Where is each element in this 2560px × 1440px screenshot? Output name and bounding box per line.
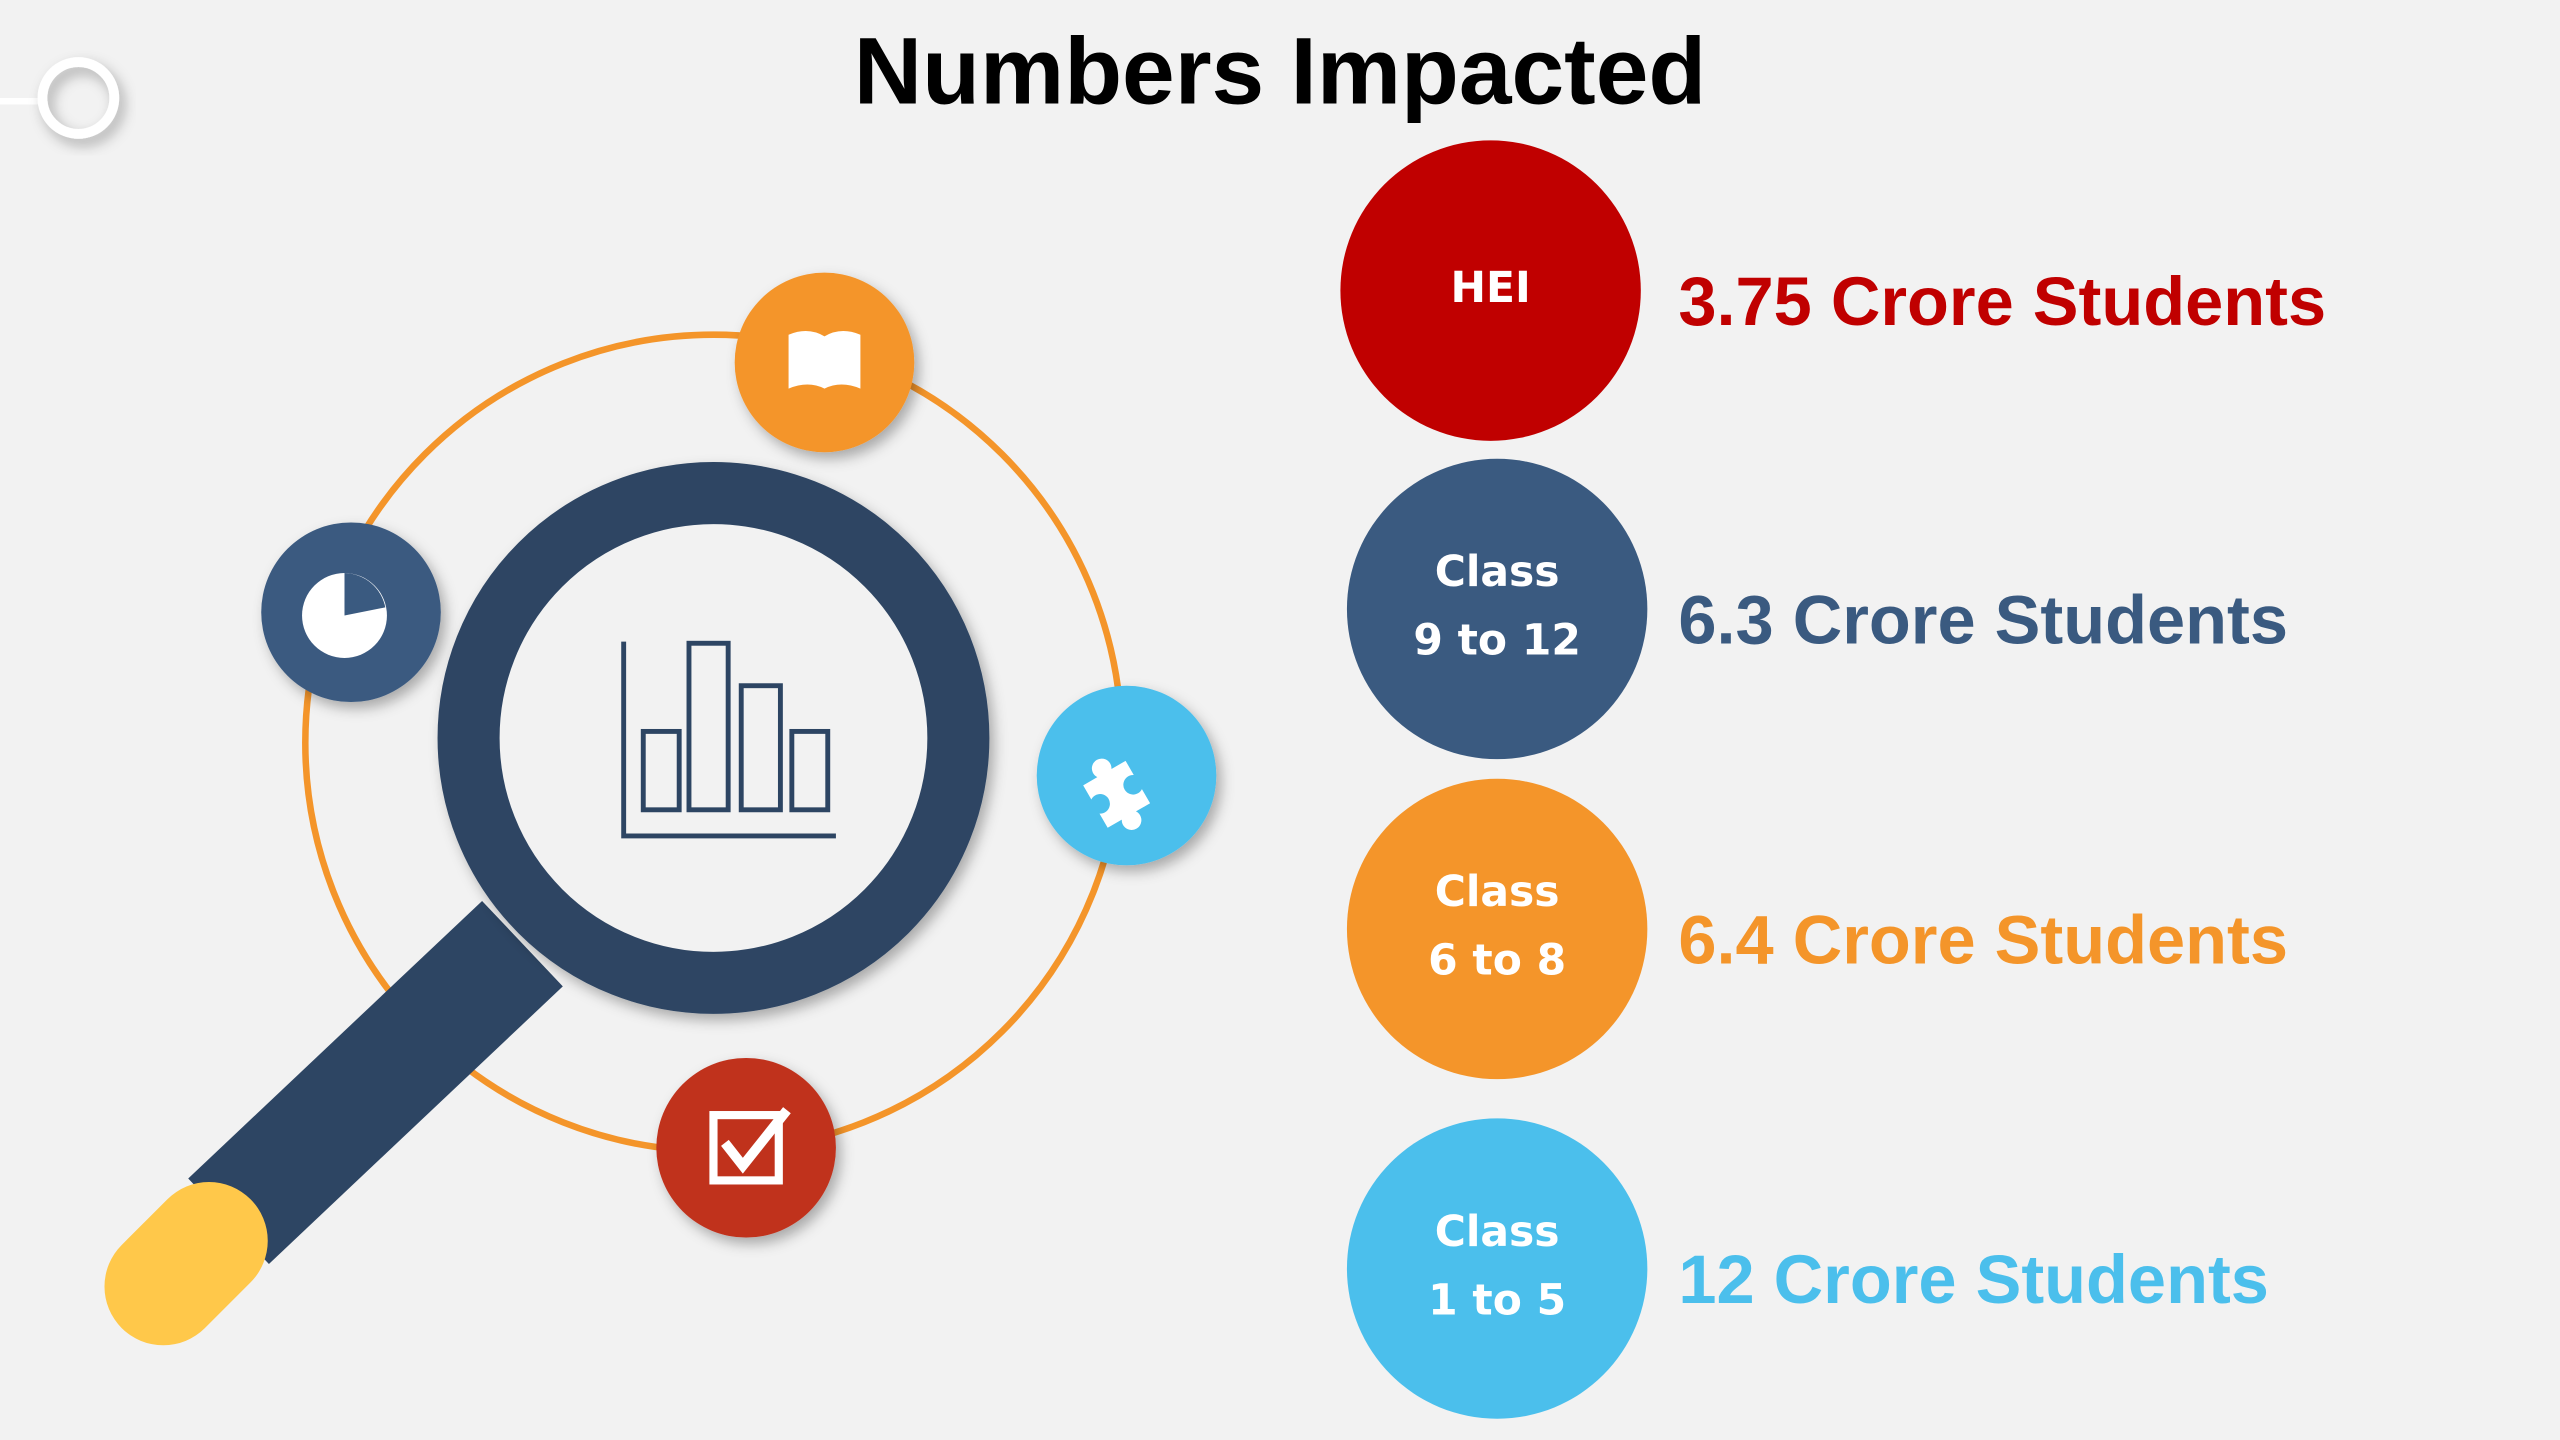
item: HEI 3.75 Crore Students: [1340, 140, 2326, 441]
item-value-text: 12 Crore Students: [1678, 1241, 2269, 1318]
item: Class 1 to 5 12 Crore Students: [1346, 1118, 2269, 1419]
item-label: 1 to 5: [1428, 1276, 1566, 1325]
title: Numbers Impacted: [854, 18, 1706, 124]
item-label: Class: [1435, 1208, 1560, 1257]
item-badge: [1346, 778, 1648, 1080]
corner-decoration: [0, 57, 120, 139]
item-label: Class: [1435, 548, 1560, 597]
item-badge: [1346, 1118, 1648, 1419]
item-label: 9 to 12: [1413, 617, 1581, 666]
item: Class 9 to 12 6.3 Crore Students: [1346, 458, 2288, 760]
item-label: Class: [1435, 868, 1560, 917]
item-badge: [1340, 140, 1641, 441]
item-label: 6 to 8: [1428, 937, 1566, 986]
item: Class 6 to 8 6.4 Crore Students: [1346, 778, 2288, 1080]
item-badge: [1346, 458, 1648, 760]
item-value-text: 6.3 Crore Students: [1678, 581, 2288, 658]
item-value-text: 3.75 Crore Students: [1678, 263, 2326, 340]
items-list: HEI 3.75 Crore Students Class 9 to 12 6.3 Cr…: [1340, 140, 2326, 1419]
magnifier-illustration: [104, 272, 1217, 1346]
item-value-text: 6.4 Crore Students: [1678, 901, 2288, 978]
item-label: HEI: [1450, 264, 1530, 313]
